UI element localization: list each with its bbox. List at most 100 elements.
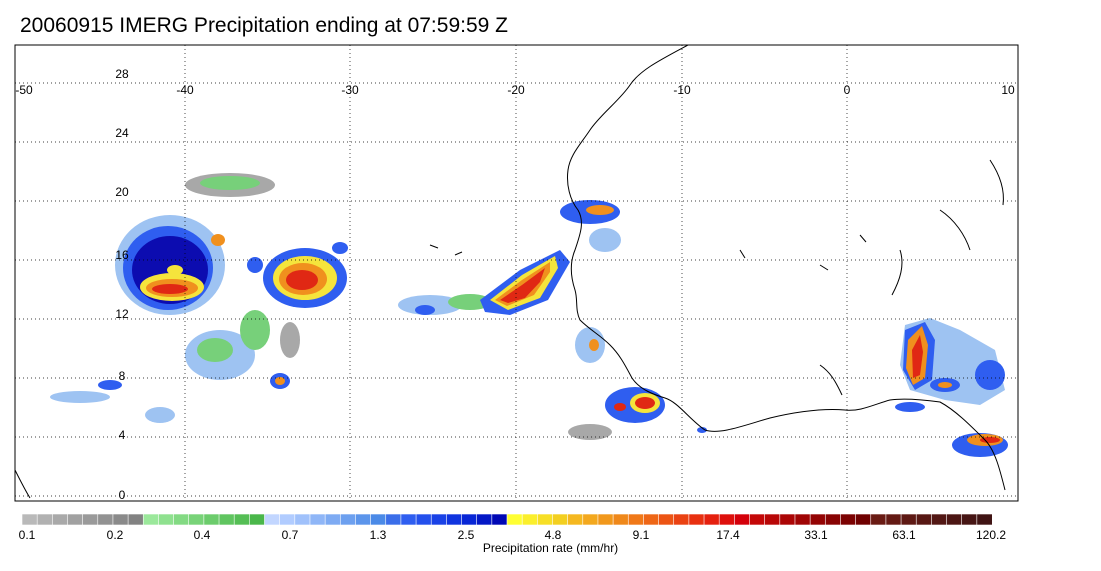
colorbar-bin (415, 513, 432, 526)
colorbar-bin (127, 513, 144, 526)
colorbar-bin (718, 513, 735, 526)
colorbar-bin (764, 513, 781, 526)
lon-label: -20 (507, 83, 525, 97)
colorbar-bin (324, 513, 341, 526)
colorbar-bin (188, 513, 205, 526)
lat-label: 8 (119, 369, 126, 383)
colorbar-tick-label: 33.1 (804, 528, 828, 542)
colorbar-bin (218, 513, 235, 526)
colorbar-bin (567, 513, 584, 526)
colorbar-bin (309, 513, 326, 526)
graticule (15, 45, 1018, 501)
colorbar-bin (370, 513, 387, 526)
colorbar-bin (21, 513, 38, 526)
colorbar-bin (703, 513, 720, 526)
colorbar-bin (446, 513, 463, 526)
colorbar-bin (612, 513, 629, 526)
colorbar-tick-label: 0.1 (19, 528, 36, 542)
colorbar-bin (36, 513, 53, 526)
lon-labels: -50 -40 -30 -20 -10 0 10 (15, 83, 1015, 97)
colorbar-tick-label: 9.1 (633, 528, 650, 542)
colorbar-bin (673, 513, 690, 526)
lon-label: -50 (15, 83, 33, 97)
colorbar-tick-label: 2.5 (458, 528, 475, 542)
colorbar-bin (461, 513, 478, 526)
colorbar-bin (203, 513, 220, 526)
colorbar-bin (627, 513, 645, 526)
lat-label: 28 (115, 67, 129, 81)
colorbar-bin (809, 513, 826, 526)
lon-label: -40 (176, 83, 194, 97)
colorbar-bin (249, 513, 266, 526)
lat-label: 4 (119, 428, 126, 442)
colorbar-bin (734, 513, 751, 526)
colorbar-bin (537, 513, 554, 526)
colorbar-bin (142, 513, 160, 526)
colorbar-bin (476, 513, 493, 526)
colorbar-tick-label: 0.7 (282, 528, 299, 542)
colorbar-bin (521, 513, 538, 526)
colorbar-tick-label: 120.2 (976, 528, 1006, 542)
lat-label: 12 (115, 307, 129, 321)
colorbar-bin (552, 513, 569, 526)
colorbar-bin (264, 513, 281, 526)
colorbar-tick-label: 4.8 (545, 528, 562, 542)
lat-labels: 28 24 20 16 12 8 4 0 (115, 67, 129, 502)
colorbar-bin (173, 513, 190, 526)
colorbar-bin (233, 513, 250, 526)
colorbar-bin (430, 513, 447, 526)
colorbar-bin (339, 513, 357, 526)
colorbar-bin (931, 513, 948, 526)
colorbar-title: Precipitation rate (mm/hr) (482, 541, 619, 555)
colorbar-bin (67, 513, 84, 526)
colorbar-bin (779, 513, 796, 526)
colorbar-bin (279, 513, 296, 526)
colorbar-bin (112, 513, 129, 526)
colorbar-bin (976, 513, 993, 526)
colorbar-bin (158, 513, 175, 526)
colorbar-bin (658, 513, 675, 526)
colorbar-bin (491, 513, 508, 526)
precip-system-east (895, 318, 1008, 457)
colorbar-bin (582, 513, 599, 526)
map-title: 20060915 IMERG Precipitation ending at 0… (20, 14, 508, 37)
colorbar-bin (794, 513, 811, 526)
colorbar-tick-labels: 0.1 0.2 0.4 0.7 1.3 2.5 4.8 9.1 17.4 33.… (19, 528, 1007, 542)
colorbar-bin (840, 513, 857, 526)
colorbar-bin (885, 513, 902, 526)
lon-label: -10 (673, 83, 691, 97)
precip-gulf-guinea (568, 327, 707, 440)
colorbar (21, 513, 993, 526)
colorbar-bin (643, 513, 660, 526)
colorbar-bin (946, 513, 963, 526)
colorbar-bin (749, 513, 766, 526)
colorbar-tick-label: 0.2 (107, 528, 124, 542)
colorbar-bin (355, 513, 372, 526)
colorbar-tick-label: 63.1 (892, 528, 916, 542)
colorbar-bin (900, 513, 917, 526)
lat-label: 16 (115, 248, 129, 262)
colorbar-bin (855, 513, 872, 526)
colorbar-bin (97, 513, 114, 526)
lat-label: 24 (115, 126, 129, 140)
lat-label: 20 (115, 185, 129, 199)
colorbar-bin (688, 513, 705, 526)
colorbar-bin (385, 513, 402, 526)
colorbar-bin (961, 513, 978, 526)
lon-label: -30 (341, 83, 359, 97)
colorbar-tick-label: 1.3 (370, 528, 387, 542)
precip-system-central-west (247, 242, 348, 389)
lon-label: 0 (844, 83, 851, 97)
colorbar-tick-label: 0.4 (194, 528, 211, 542)
colorbar-bin (82, 513, 99, 526)
coastline (15, 45, 1006, 499)
precip-system-central (398, 200, 621, 315)
colorbar-bin (870, 513, 887, 526)
colorbar-bin (400, 513, 417, 526)
colorbar-bin (294, 513, 311, 526)
colorbar-bin (506, 513, 523, 526)
lon-label: 10 (1001, 83, 1015, 97)
colorbar-bin (915, 513, 932, 526)
precip-band-southwest (50, 310, 300, 423)
precip-system-west (115, 173, 275, 315)
